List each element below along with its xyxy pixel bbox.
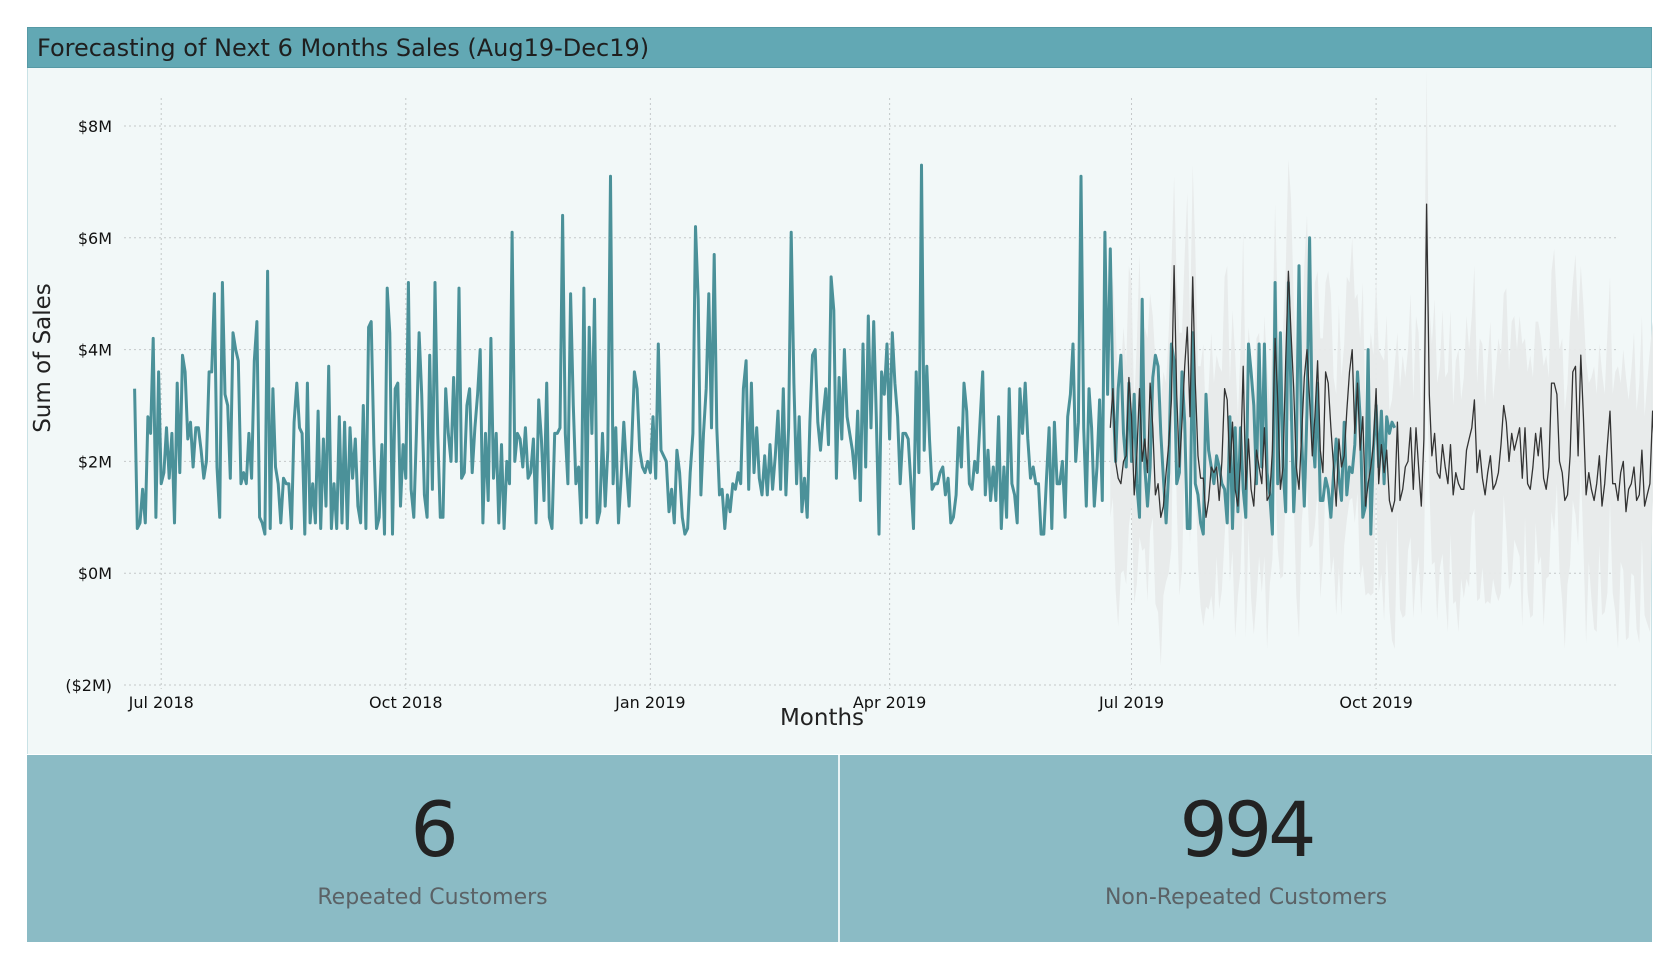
x-tick-label: Apr 2019 bbox=[853, 693, 926, 712]
y-tick-label: $2M bbox=[78, 452, 112, 471]
forecast-chart-panel: ($2M) $0M $2M $4M $6M $8M Jul 2018 Oct 2018 Jan … bbox=[27, 68, 1653, 754]
x-tick-label: Jan 2019 bbox=[614, 693, 685, 712]
kpi-card-repeated-customers: 6 Repeated Customers bbox=[27, 755, 840, 942]
y-tick-label: $8M bbox=[78, 117, 112, 136]
kpi-value: 994 bbox=[1179, 785, 1316, 874]
y-tick-label: $6M bbox=[78, 229, 112, 248]
x-tick-label: Jul 2019 bbox=[1098, 693, 1164, 712]
y-tick-label: $4M bbox=[78, 341, 112, 360]
x-axis-title: Months bbox=[780, 705, 864, 731]
y-tick-label: $0M bbox=[78, 564, 112, 583]
chart-title: Forecasting of Next 6 Months Sales (Aug1… bbox=[37, 34, 650, 62]
x-tick-label: Oct 2018 bbox=[369, 693, 442, 712]
kpi-card-non-repeated-customers: 994 Non-Repeated Customers bbox=[840, 755, 1652, 942]
chart-title-bar: Forecasting of Next 6 Months Sales (Aug1… bbox=[27, 27, 1652, 68]
y-tick-label: ($2M) bbox=[65, 676, 112, 695]
x-tick-label: Jul 2018 bbox=[128, 693, 194, 712]
kpi-label: Non-Repeated Customers bbox=[1104, 885, 1388, 910]
forecast-sales-line bbox=[1109, 203, 1653, 518]
kpi-label: Repeated Customers bbox=[317, 885, 548, 910]
kpi-value: 6 bbox=[410, 785, 458, 874]
actual-sales-line bbox=[133, 163, 1397, 536]
chart-axes: ($2M) $0M $2M $4M $6M $8M Jul 2018 Oct 2018 Jan … bbox=[65, 117, 1412, 712]
chart-series bbox=[133, 163, 1653, 536]
x-tick-label: Oct 2019 bbox=[1339, 693, 1412, 712]
forecast-chart: ($2M) $0M $2M $4M $6M $8M Jul 2018 Oct 2018 Jan … bbox=[30, 70, 1653, 731]
y-axis-title: Sum of Sales bbox=[30, 283, 56, 433]
